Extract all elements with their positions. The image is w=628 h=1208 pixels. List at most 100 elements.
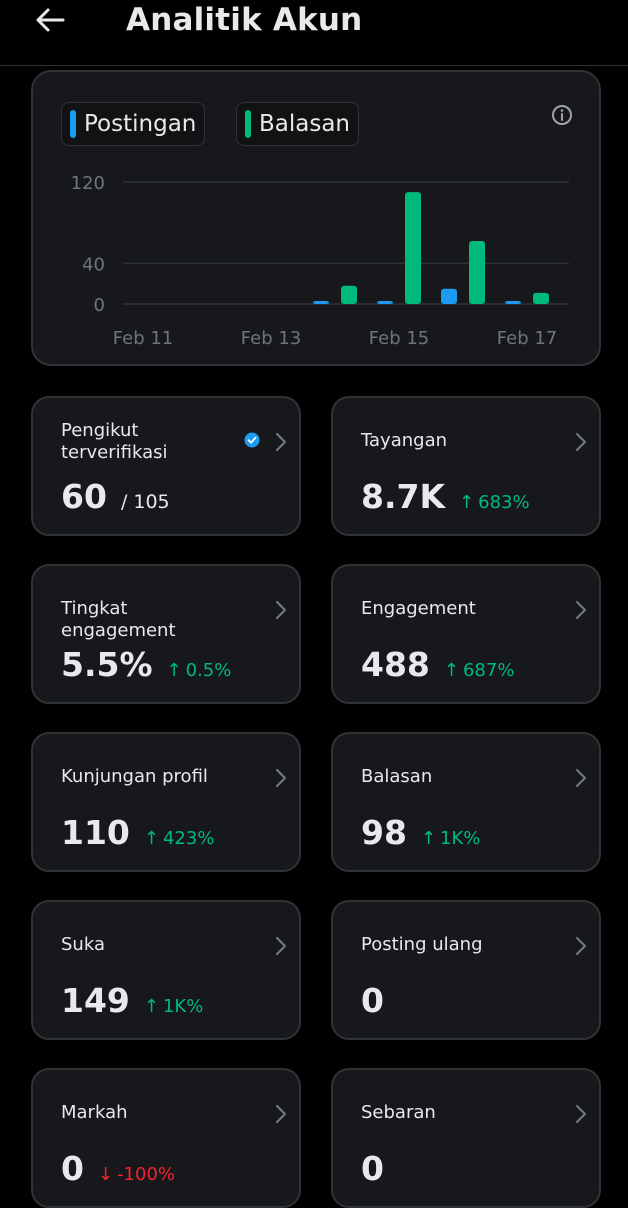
stat-value: 0: [61, 1149, 84, 1188]
stat-delta: ↓ -100%: [98, 1164, 175, 1185]
chevron-right-icon: [575, 936, 587, 956]
stat-value: 149: [61, 981, 130, 1020]
back-button[interactable]: [28, 0, 72, 40]
stat-delta-value: 423%: [162, 828, 215, 849]
stat-delta-value: 0.5%: [185, 660, 232, 681]
chevron-right-icon: [575, 600, 587, 620]
stat-value-row: 488 ↑ 687%: [361, 646, 514, 684]
stat-value-row: 149 ↑ 1K%: [61, 982, 203, 1020]
stat-title: Sebaran: [361, 1102, 436, 1123]
stat-card-profile-visits[interactable]: Kunjungan profil 110 ↑ 423%: [31, 732, 301, 872]
replies-swatch: [245, 110, 251, 138]
stat-delta: ↑ 1K%: [421, 828, 480, 849]
stat-delta-value: 683%: [478, 492, 530, 513]
stat-title: Tayangan: [361, 430, 448, 451]
stat-card-bookmarks[interactable]: Markah 0 ↓ -100%: [31, 1068, 301, 1208]
x-tick-label: Feb 13: [241, 328, 302, 349]
stat-card-engagement-rate[interactable]: Tingkat engagement 5.5% ↑ 0.5%: [31, 564, 301, 704]
posts-bar: [505, 301, 521, 304]
activity-chart-card: Postingan Balasan 0 40 120 Feb 11 Feb 13 Feb …: [31, 70, 601, 366]
stat-card-impressions[interactable]: Tayangan 8.7K ↑ 683%: [331, 396, 601, 536]
x-tick-label: Feb 17: [497, 328, 558, 349]
x-tick-label: Feb 15: [369, 328, 430, 349]
y-tick-label: 120: [71, 173, 105, 194]
arrow-left-icon: [36, 8, 65, 32]
stat-delta: ↑ 0.5%: [167, 660, 232, 681]
stat-value-row: 98 ↑ 1K%: [361, 814, 480, 852]
stat-card-likes[interactable]: Suka 149 ↑ 1K%: [31, 900, 301, 1040]
stat-value-row: 110 ↑ 423%: [61, 814, 214, 852]
page-title: Analitik Akun: [126, 2, 363, 38]
stat-card-reposts[interactable]: Posting ulang 0: [331, 900, 601, 1040]
arrow-up-icon: ↑: [420, 828, 437, 849]
stat-title: Kunjungan profil: [61, 766, 208, 787]
stat-title: Tingkat engagement: [61, 598, 176, 641]
stat-title: Markah: [61, 1102, 128, 1123]
stat-title: Posting ulang: [361, 934, 483, 955]
posts-bar: [313, 301, 329, 304]
replies-bar: [469, 240, 485, 304]
chevron-right-icon: [275, 600, 287, 620]
y-tick-label: 40: [82, 254, 105, 275]
stat-value-row: 0 ↓ -100%: [61, 1150, 175, 1188]
chevron-right-icon: [275, 768, 287, 788]
chevron-right-icon: [275, 432, 287, 452]
arrow-up-icon: ↑: [443, 660, 459, 681]
chevron-right-icon: [275, 936, 287, 956]
stat-value: 8.7K: [361, 477, 446, 516]
posts-swatch: [70, 110, 76, 138]
y-tick-label: 0: [94, 295, 105, 316]
stat-delta: ↑ 423%: [144, 828, 215, 849]
stat-value-row: 5.5% ↑ 0.5%: [61, 646, 231, 684]
stat-card-engagement[interactable]: Engagement 488 ↑ 687%: [331, 564, 601, 704]
legend-posts[interactable]: Postingan: [61, 102, 206, 146]
stat-card-verified-followers[interactable]: Pengikut terverifikasi 60 / 105: [31, 396, 301, 536]
arrow-up-icon: ↑: [166, 660, 182, 681]
chevron-right-icon: [575, 1104, 587, 1124]
info-icon[interactable]: [551, 104, 573, 126]
stat-value: 0: [361, 981, 384, 1020]
stat-title: Balasan: [361, 766, 433, 787]
arrow-up-icon: ↑: [143, 996, 159, 1017]
chevron-right-icon: [575, 768, 587, 788]
app-header: Analitik Akun: [0, 0, 628, 66]
replies-bar: [533, 292, 549, 304]
stat-value: 98: [361, 813, 407, 852]
stat-delta-value: 1K%: [162, 996, 204, 1017]
stat-delta-value: 1K%: [440, 828, 481, 849]
arrow-up-icon: ↑: [143, 828, 159, 849]
posts-bar: [377, 301, 393, 304]
bar-chart: 0 40 120 Feb 11 Feb 13 Feb 15 Feb 17: [71, 173, 569, 349]
legend-posts-label: Postingan: [84, 111, 197, 137]
stat-value: 60: [61, 477, 107, 516]
stat-title: Suka: [61, 934, 105, 955]
stat-value-row: 60 / 105: [61, 478, 170, 516]
stat-value: 110: [61, 813, 130, 852]
stat-total: / 105: [120, 491, 170, 513]
stat-value-row: 0: [361, 982, 384, 1020]
replies-bar: [341, 285, 357, 304]
x-tick-label: Feb 11: [113, 328, 174, 349]
stat-value-row: 8.7K ↑ 683%: [361, 478, 530, 516]
verified-badge-icon: [244, 432, 260, 448]
legend-replies-label: Balasan: [259, 111, 351, 137]
stat-delta-value: 687%: [462, 660, 515, 681]
posts-bar: [441, 288, 457, 304]
chevron-right-icon: [275, 1104, 287, 1124]
stat-delta: ↑ 683%: [459, 492, 530, 513]
stat-delta: ↑ 1K%: [144, 996, 203, 1017]
stat-title: Pengikut terverifikasi: [61, 420, 168, 463]
stat-value: 0: [361, 1149, 384, 1188]
arrow-up-icon: ↑: [459, 492, 475, 513]
stat-title: Engagement: [361, 598, 476, 619]
stat-value: 488: [361, 645, 430, 684]
replies-bar: [405, 192, 421, 304]
arrow-down-icon: ↓: [97, 1164, 114, 1185]
stat-value: 5.5%: [61, 645, 153, 684]
stat-delta: ↑ 687%: [444, 660, 515, 681]
stat-card-replies[interactable]: Balasan 98 ↑ 1K%: [331, 732, 601, 872]
stat-delta-value: -100%: [117, 1164, 176, 1185]
stat-value-row: 0: [361, 1150, 384, 1188]
stat-card-shares[interactable]: Sebaran 0: [331, 1068, 601, 1208]
legend-replies[interactable]: Balasan: [236, 102, 360, 146]
